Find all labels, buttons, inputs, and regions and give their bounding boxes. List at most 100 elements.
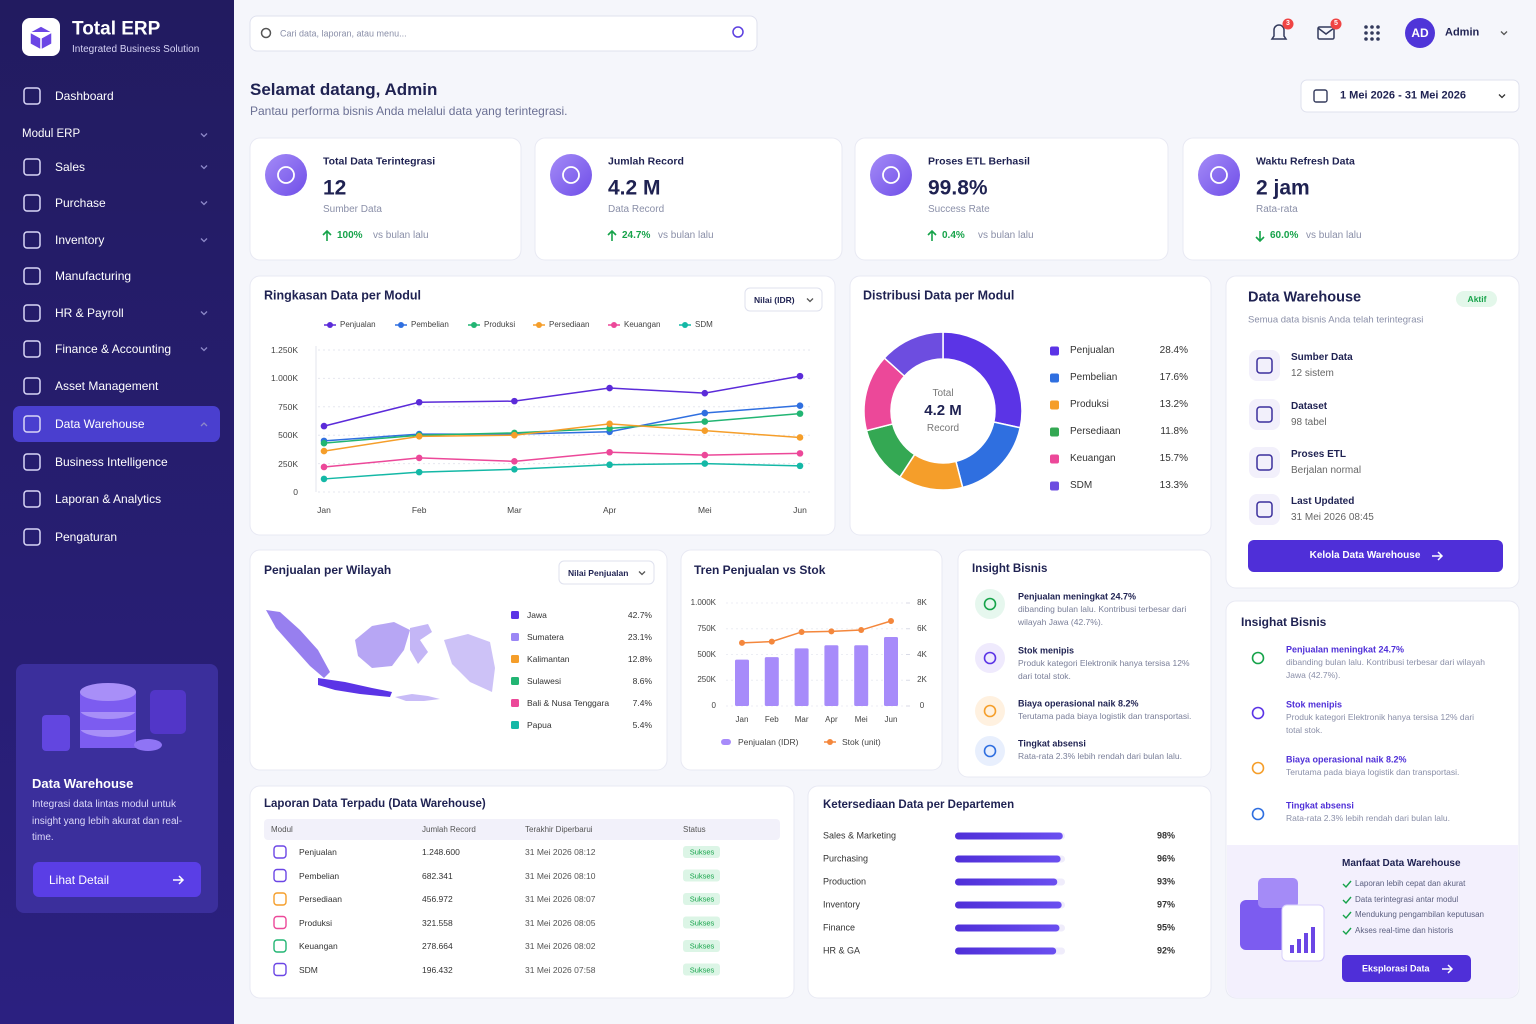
legend-marker <box>536 322 542 328</box>
card-title: Ringkasan Data per Modul <box>264 288 421 303</box>
nav-item[interactable]: Purchase <box>55 195 106 210</box>
nav-item[interactable]: Pengaturan <box>55 529 118 544</box>
nav-icon <box>23 453 41 471</box>
data-point <box>888 618 894 625</box>
apps-icon <box>1370 37 1374 41</box>
x-tick-label: Mei <box>697 504 712 515</box>
legend-label: Stok (unit) <box>842 736 881 747</box>
nav-item[interactable]: Business Intelligence <box>55 454 168 469</box>
data-point <box>701 460 709 467</box>
dropdown-label[interactable]: Nilai Penjualan <box>568 567 629 578</box>
nav-item[interactable]: Inventory <box>55 232 105 247</box>
insight-card <box>957 549 1212 778</box>
nav-item[interactable]: Laporan & Analytics <box>55 491 162 506</box>
avatar[interactable] <box>1405 18 1435 48</box>
legend-swatch <box>511 611 519 619</box>
benefit-item: Laporan lebih cepat dan akurat <box>1355 879 1466 889</box>
kpi-card <box>249 137 522 261</box>
data-point <box>701 451 709 459</box>
bar-label: Sales & Marketing <box>823 830 897 841</box>
nav-item[interactable]: Data Warehouse <box>55 416 145 431</box>
bar-value: 93% <box>1156 876 1175 887</box>
x-tick-label: Jun <box>793 504 807 515</box>
bar <box>955 924 1060 932</box>
promo-button[interactable] <box>33 862 201 897</box>
calendar-icon <box>1313 89 1328 103</box>
insight-icon <box>975 589 1005 619</box>
legend-label: SDM <box>1070 480 1093 491</box>
legend-label: Bali & Nusa Tenggara <box>527 697 610 708</box>
user-name[interactable]: Admin <box>1445 26 1480 39</box>
dropdown[interactable] <box>744 287 823 312</box>
search-placeholder[interactable]: Cari data, laporan, atau menu... <box>280 28 407 39</box>
legend-label: Penjualan <box>1070 345 1115 356</box>
cell: Persediaan <box>299 893 343 904</box>
promo-button-label[interactable]: Lihat Detail <box>49 872 110 887</box>
bell-icon[interactable] <box>1270 24 1288 40</box>
kpi-label: Total Data Terintegrasi <box>323 155 436 168</box>
nav-item[interactable]: Dashboard <box>55 88 114 103</box>
nav-icon <box>23 377 41 395</box>
nav-icon <box>23 231 41 249</box>
db-illustration <box>150 690 186 734</box>
nav-item[interactable]: Asset Management <box>55 378 159 393</box>
benefit-item: Data terintegrasi antar modul <box>1355 895 1459 905</box>
primary-button[interactable] <box>1342 955 1471 982</box>
y-tick-label: 500K <box>278 430 298 441</box>
search-box[interactable] <box>249 15 758 52</box>
insight-icon <box>1243 753 1273 783</box>
x-tick-label: Mar <box>507 504 522 515</box>
donut-center-value: 4.2 M <box>924 402 962 419</box>
date-picker[interactable] <box>1300 79 1520 113</box>
data-point <box>511 465 518 473</box>
status-badge <box>683 963 720 976</box>
status-label: Aktif <box>1467 293 1487 304</box>
donut-slice <box>883 331 944 378</box>
nav-item[interactable]: Finance & Accounting <box>55 341 172 356</box>
data-point <box>701 409 709 417</box>
kpi-compare: vs bulan lalu <box>373 230 429 241</box>
cell: SDM <box>299 964 318 975</box>
button-label[interactable]: Eksplorasi Data <box>1362 963 1430 974</box>
map-region <box>444 634 495 692</box>
benefit-illustration <box>1304 933 1308 953</box>
data-point <box>798 628 805 635</box>
arrow-icon <box>1442 964 1454 974</box>
bar-value: 92% <box>1156 945 1175 956</box>
item-value: 31 Mei 2026 08:45 <box>1291 512 1374 523</box>
nav-item[interactable]: HR & Payroll <box>55 305 124 320</box>
chevron <box>806 298 814 303</box>
kpi-card <box>1182 137 1520 261</box>
cell: Pembelian <box>299 870 340 881</box>
data-point <box>606 384 613 392</box>
chevron <box>200 133 208 138</box>
insight-glyph <box>983 704 997 718</box>
insight-glyph <box>983 651 997 665</box>
row-icon <box>273 845 287 859</box>
data-point <box>415 454 423 462</box>
x-tick-label: Jan <box>735 715 749 725</box>
date-range[interactable]: 1 Mei 2026 - 31 Mei 2026 <box>1340 89 1466 102</box>
insight-text: Terutama pada biaya logistik dan transpo… <box>1286 767 1460 777</box>
insight-icon <box>1243 698 1273 728</box>
mail-icon[interactable] <box>1317 26 1335 40</box>
legend-label: Sumatera <box>527 631 564 642</box>
legend-value: 23.1% <box>627 631 652 642</box>
dropdown[interactable] <box>558 560 655 585</box>
y2-tick-label: 8K <box>917 598 927 608</box>
x-tick-label: Feb <box>764 715 779 725</box>
bar <box>955 855 1061 863</box>
dropdown-label[interactable]: Nilai (IDR) <box>754 294 795 305</box>
benefit-illustration <box>1290 945 1294 953</box>
data-point <box>606 461 613 469</box>
nav-item[interactable]: Sales <box>55 159 86 174</box>
y-tick-label: 750K <box>278 401 298 412</box>
primary-button[interactable] <box>1248 540 1503 572</box>
card-title: Tren Penjualan vs Stok <box>694 562 826 577</box>
nav-item[interactable]: Manufacturing <box>55 268 132 283</box>
data-point <box>701 418 709 425</box>
button-label[interactable]: Kelola Data Warehouse <box>1309 550 1421 561</box>
map-region <box>395 694 440 701</box>
item-label: Last Updated <box>1291 496 1355 507</box>
bar <box>735 659 749 706</box>
